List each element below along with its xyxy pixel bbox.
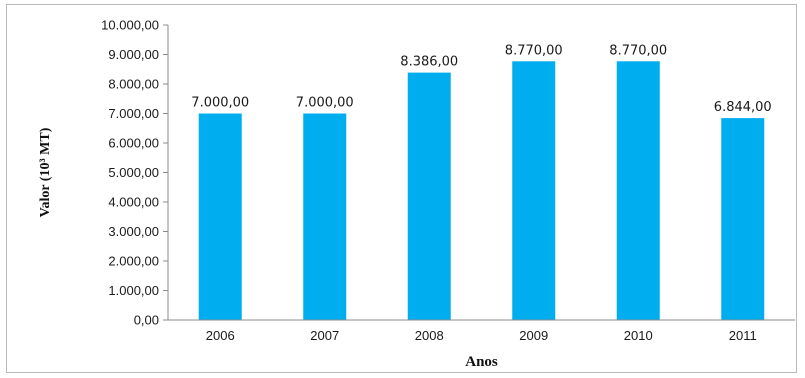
x-tick-label-2006: 2006 [206,328,235,343]
data-label-2011: 6.844,00 [714,100,772,115]
x-tick-label-2010: 2010 [624,328,653,343]
y-axis-title: Valor (10³ MT) [38,127,53,217]
x-axis-title: Anos [465,354,498,370]
bar-2011 [721,118,765,321]
bar-2007 [303,113,347,320]
bar-2008 [407,72,451,320]
x-tick-label-2009: 2009 [519,328,548,343]
y-tick-label: 8.000,00 [108,77,159,92]
y-tick-label: 6.000,00 [108,136,159,151]
y-tick-label: 5.000,00 [108,165,159,180]
data-label-2009: 8.770,00 [505,43,563,58]
data-label-2008: 8.386,00 [400,55,458,70]
y-tick-label: 0,00 [134,313,159,328]
y-tick-label: 1.000,00 [108,283,159,298]
bar-2010 [616,61,660,320]
y-tick-label: 9.000,00 [108,47,159,62]
bars [198,61,765,321]
y-tick-label: 10.000,00 [101,18,159,33]
y-tick-label: 7.000,00 [108,106,159,121]
x-tick-label-2007: 2007 [310,328,339,343]
data-label-2006: 7.000,00 [191,96,249,111]
y-tick-label: 4.000,00 [108,195,159,210]
x-axis-ticks: 2006 2007 2008 2009 2010 2011 [206,328,757,343]
bar-2009 [512,61,556,320]
y-axis-ticks: 0,00 1.000,00 2.000,00 3.000,00 4.000,00 5.00… [101,18,168,328]
y-tick-label: 3.000,00 [108,224,159,239]
x-tick-label-2008: 2008 [415,328,444,343]
data-label-2007: 7.000,00 [296,96,354,111]
data-labels: 7.000,00 7.000,00 8.386,00 8.770,00 8.770,00… [191,43,771,115]
data-label-2010: 8.770,00 [609,43,667,58]
chart-frame [6,4,797,373]
y-tick-label: 2.000,00 [108,254,159,269]
x-tick-label-2011: 2011 [729,328,757,343]
bar-2006 [198,113,242,320]
